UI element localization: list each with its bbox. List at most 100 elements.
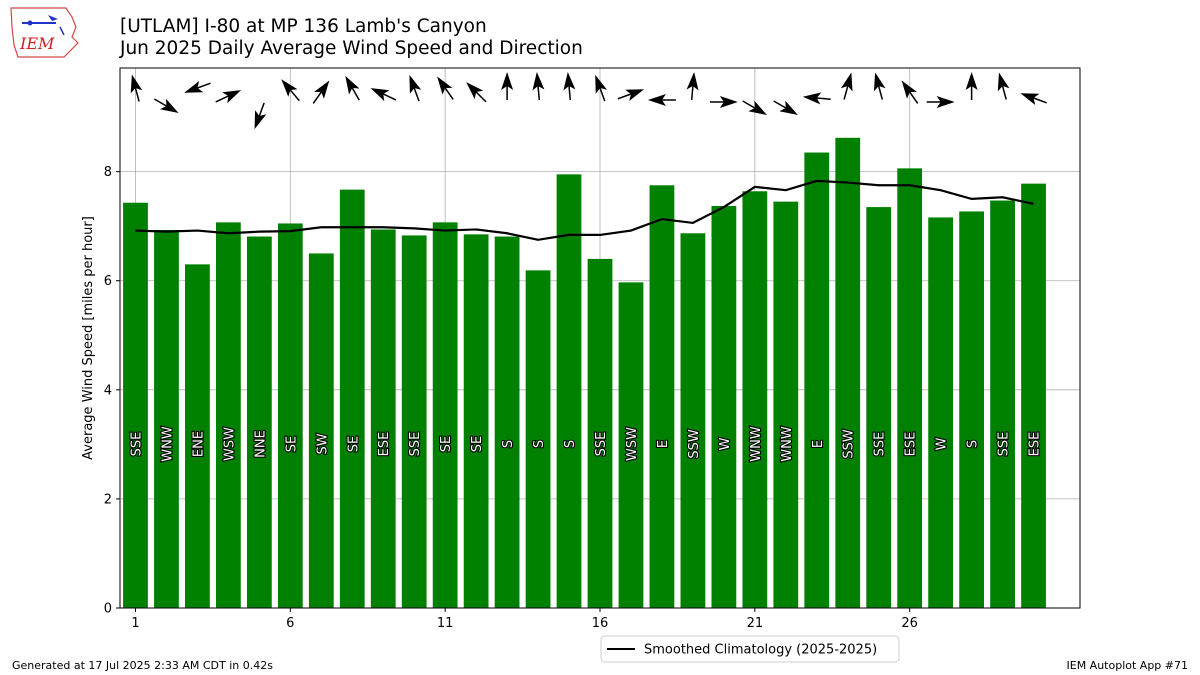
wind-arrow-icon [466,82,487,103]
wind-arrow-icon [345,75,360,101]
direction-label-day-5: NNE [253,430,268,458]
wind-arrow-icon [215,90,242,104]
wind-arrow-head [314,80,330,99]
legend: Smoothed Climatology (2025-2025) [600,635,900,663]
direction-label-day-10: SSE [408,432,423,457]
wind-arrow-icon [901,80,919,104]
bar-day-2 [154,230,179,608]
direction-label-day-23: E [811,440,826,448]
bar-day-28 [959,211,984,609]
wind-arrow-icon [153,98,179,113]
wind-arrow-head [159,98,179,113]
iem-logo: IEM [10,7,79,58]
y-tick-label: 4 [104,383,112,398]
bar-day-26 [897,168,923,608]
direction-label-day-18: E [656,440,671,448]
wind-arrow-head [466,82,484,100]
bar-day-5 [246,236,272,608]
wind-arrow-head [184,80,204,93]
chart-subtitle: Jun 2025 Daily Average Wind Speed and Di… [120,38,583,59]
wind-arrow-head [281,79,298,97]
wind-arrow-head [840,72,853,92]
x-tick-label: 21 [747,616,764,631]
bar-day-3 [185,264,210,608]
bar-day-16 [587,258,613,608]
wind-arrow-head [748,100,767,115]
y-tick-label: 8 [104,165,112,180]
wind-arrow-icon [926,96,955,108]
wind-arrow-icon [997,72,1010,100]
bar-day-8 [339,189,365,609]
wind-arrow-icon [130,74,143,102]
direction-label-day-21: WNW [749,426,764,462]
direction-label-day-12: SE [470,436,485,452]
bar-day-4 [216,222,241,608]
wind-arrow-head [1020,93,1040,106]
wind-arrow-icon [1020,93,1047,106]
x-tick-label: 11 [437,616,454,631]
bar-day-7 [308,253,334,609]
wind-arrow-icon [873,72,886,100]
legend-label: Smoothed Climatology (2025-2025) [644,643,877,658]
bars-layer [123,137,1046,609]
wind-arrow-icon [437,76,454,100]
direction-label-day-26: ESE [904,432,919,457]
wind-arrow-icon [501,72,514,100]
bar-day-10 [401,235,427,609]
bar-day-19 [680,233,706,609]
direction-label-day-7: SW [315,433,330,454]
bar-day-21 [742,191,768,609]
wind-arrow-icon [802,92,831,105]
wind-arrow-head [901,80,917,99]
wind-arrow-icon [742,100,767,115]
y-tick-label: 0 [104,602,112,617]
wind-arrow-head [965,72,978,90]
bar-day-24 [835,137,861,608]
chart-title: [UTLAM] I-80 at MP 136 Lamb's Canyon [120,16,487,37]
wind-arrow-icon [595,74,608,102]
x-tick-label: 1 [131,616,139,631]
wind-arrow-head [647,94,666,106]
wind-arrow-head [437,76,453,95]
direction-label-day-29: SSE [997,432,1012,457]
bar-day-6 [277,223,303,609]
y-axis-label: Average Wind Speed [miles per hour] [81,216,96,460]
wind-arrow-icon [840,72,853,100]
x-tick-label: 26 [901,616,918,631]
x-tick-label: 6 [286,616,294,631]
wind-arrow-head [345,75,360,95]
bar-day-22 [773,201,799,609]
wind-arrows-layer [130,72,1047,130]
bar-day-25 [866,207,892,608]
bar-day-30 [1021,183,1046,609]
direction-label-day-8: SE [346,436,361,452]
bar-day-29 [990,200,1015,608]
direction-label-day-20: W [718,437,733,450]
wind-arrow-head [686,72,699,91]
wind-arrow-head [873,72,886,92]
bar-day-20 [711,206,737,608]
wind-arrow-head [501,72,514,90]
x-tick-label: 16 [592,616,609,631]
direction-label-day-13: S [501,440,516,448]
bar-day-13 [494,236,520,608]
wind-arrow-icon [532,72,545,101]
wind-arrow-head [625,89,645,102]
wind-arrow-icon [281,79,300,102]
y-tick-label: 2 [104,492,112,507]
climatology-line [135,179,1034,241]
iowa-outline-icon [10,7,79,58]
direction-label-day-11: SE [439,436,454,452]
direction-label-day-9: ESE [377,432,392,457]
direction-label-day-2: WNW [160,426,175,462]
direction-label-day-3: ENE [191,431,206,457]
bar-day-18 [649,185,675,609]
bar-day-14 [525,270,551,608]
wind-arrow-icon [184,80,211,93]
bar-day-1 [123,202,148,608]
direction-labels-layer: SSE WNW ENE WSW NNE SE SW SE ESE SSE SE SE S S S SSE WSW… [128,425,1043,463]
wind-arrow-icon [617,89,645,102]
direction-label-day-24: SSW [842,429,857,459]
bar-day-12 [463,234,489,608]
